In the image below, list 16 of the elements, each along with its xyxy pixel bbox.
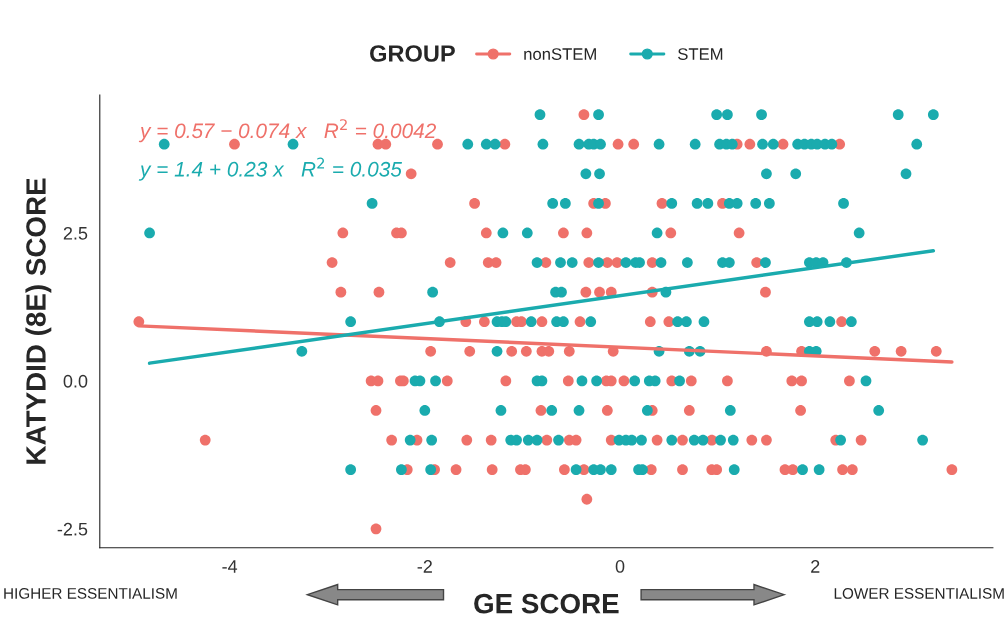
- x-tick-label: -2: [417, 560, 432, 573]
- x-tick-label: 0: [615, 560, 625, 573]
- annotation: y = 0.57 − 0.074 x R$^{2}$ = 0.0042: [138, 119, 437, 143]
- annotation: y = 1.4 + 0.23 x R$^{2}$ = 0.035: [138, 157, 402, 181]
- y-tick-label: -2.5: [57, 522, 88, 536]
- x-axis-title: GE SCORE: [474, 593, 619, 614]
- y-tick-label: 0.0: [63, 374, 88, 388]
- legend-label: nonSTEM: [524, 48, 596, 60]
- legend-title: GROUP: [370, 45, 455, 62]
- text: LOWER ESSENTIALISM: [834, 587, 1004, 599]
- y-axis-title: KATYDID (8E) SCORE: [25, 178, 52, 464]
- legend-label: STEM: [678, 48, 723, 60]
- text: HIGHER ESSENTIALISM: [4, 587, 177, 599]
- x-tick-label: -4: [222, 560, 238, 573]
- y-tick-label: 2.5: [63, 226, 88, 240]
- x-tick-label: 2: [811, 560, 820, 573]
